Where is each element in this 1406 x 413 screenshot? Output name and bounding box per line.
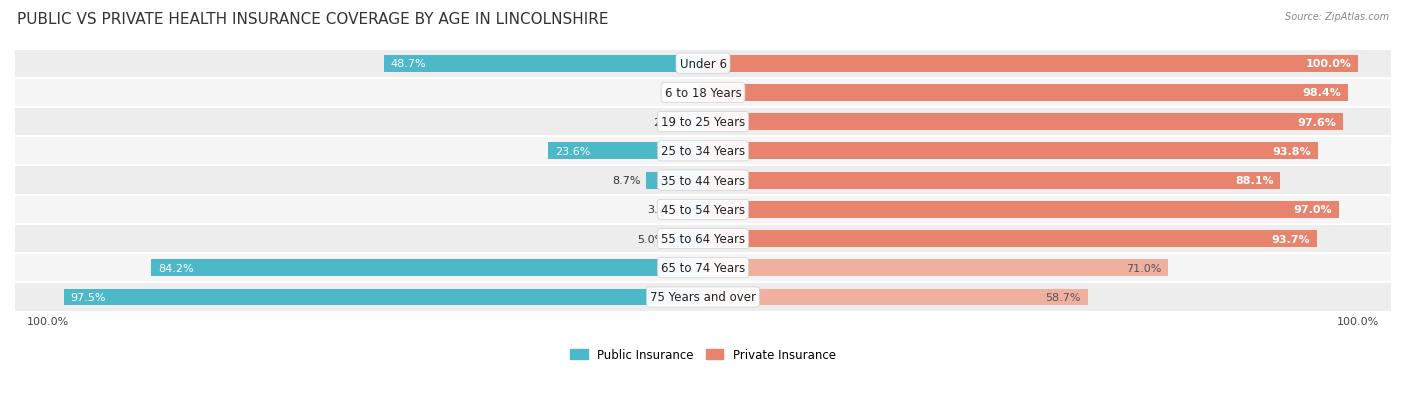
Text: 93.8%: 93.8%	[1272, 147, 1310, 157]
Text: 45 to 54 Years: 45 to 54 Years	[661, 203, 745, 216]
Text: 3.4%: 3.4%	[647, 205, 675, 215]
Bar	[671, 230, 703, 247]
Text: 5.0%: 5.0%	[637, 234, 665, 244]
Text: 71.0%: 71.0%	[1126, 263, 1161, 273]
Text: 8.7%: 8.7%	[612, 176, 641, 186]
Text: 6 to 18 Years: 6 to 18 Years	[665, 87, 741, 100]
Text: 23.6%: 23.6%	[555, 147, 591, 157]
Bar	[384, 56, 703, 73]
Bar	[0, 195, 1406, 224]
Text: PUBLIC VS PRIVATE HEALTH INSURANCE COVERAGE BY AGE IN LINCOLNSHIRE: PUBLIC VS PRIVATE HEALTH INSURANCE COVER…	[17, 12, 609, 27]
Text: 97.0%: 97.0%	[1294, 205, 1331, 215]
Legend: Public Insurance, Private Insurance: Public Insurance, Private Insurance	[565, 343, 841, 366]
Bar	[0, 78, 1406, 108]
Bar	[681, 202, 703, 218]
Text: 19 to 25 Years: 19 to 25 Years	[661, 116, 745, 129]
Text: 98.4%: 98.4%	[1302, 88, 1341, 98]
Text: 84.2%: 84.2%	[157, 263, 194, 273]
Text: 93.7%: 93.7%	[1272, 234, 1310, 244]
Text: 88.1%: 88.1%	[1234, 176, 1274, 186]
Bar	[0, 254, 1406, 283]
Bar	[0, 283, 1406, 312]
Bar	[0, 224, 1406, 254]
Bar	[645, 172, 703, 189]
Bar	[0, 137, 1406, 166]
Text: 65 to 74 Years: 65 to 74 Years	[661, 262, 745, 275]
Text: 97.5%: 97.5%	[70, 292, 107, 302]
Text: Source: ZipAtlas.com: Source: ZipAtlas.com	[1285, 12, 1389, 22]
Text: 97.6%: 97.6%	[1298, 117, 1336, 127]
Bar	[703, 172, 1281, 189]
Bar	[65, 289, 703, 306]
Bar	[0, 108, 1406, 137]
Bar	[703, 85, 1348, 102]
Bar	[0, 166, 1406, 195]
Text: 55 to 64 Years: 55 to 64 Years	[661, 233, 745, 245]
Text: 35 to 44 Years: 35 to 44 Years	[661, 174, 745, 187]
Text: 75 Years and over: 75 Years and over	[650, 291, 756, 304]
Text: 2.4%: 2.4%	[654, 117, 682, 127]
Text: 0.8%: 0.8%	[664, 88, 693, 98]
Bar	[703, 56, 1358, 73]
Text: 58.7%: 58.7%	[1046, 292, 1081, 302]
Text: 25 to 34 Years: 25 to 34 Years	[661, 145, 745, 158]
Bar	[703, 230, 1317, 247]
Bar	[152, 260, 703, 277]
Bar	[703, 260, 1168, 277]
Bar	[703, 202, 1339, 218]
Bar	[548, 143, 703, 160]
Bar	[688, 114, 703, 131]
Bar	[703, 143, 1317, 160]
Bar	[0, 50, 1406, 78]
Bar	[697, 85, 703, 102]
Bar	[703, 289, 1088, 306]
Text: 100.0%: 100.0%	[1306, 59, 1351, 69]
Text: Under 6: Under 6	[679, 57, 727, 71]
Bar	[703, 114, 1343, 131]
Text: 48.7%: 48.7%	[391, 59, 426, 69]
